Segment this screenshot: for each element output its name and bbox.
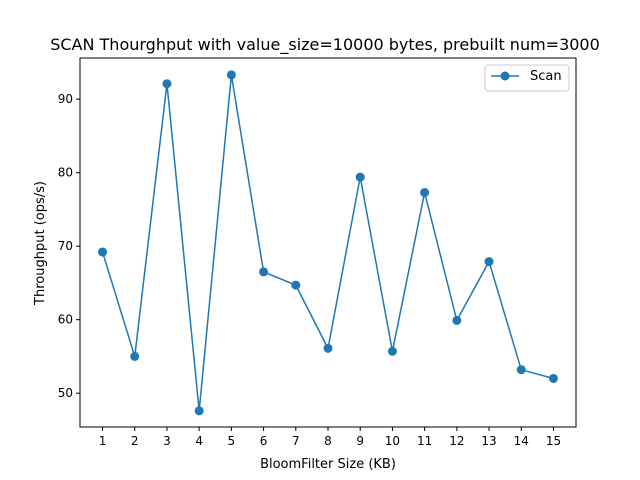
x-tick-label: 14 [514, 434, 529, 448]
data-point [291, 280, 301, 290]
chart-title: SCAN Thourghput with value_size=10000 by… [50, 35, 600, 55]
x-tick-label: 9 [356, 434, 364, 448]
x-tick-label: 4 [195, 434, 203, 448]
x-axis-label: BloomFilter Size (KB) [260, 457, 396, 472]
y-tick-label: 80 [58, 166, 73, 180]
x-tick-label: 6 [260, 434, 268, 448]
x-tick-label: 15 [546, 434, 561, 448]
legend-marker [500, 71, 510, 81]
data-point [194, 406, 204, 416]
series-layer [98, 70, 558, 416]
y-tick-label: 50 [58, 386, 73, 400]
data-point [130, 351, 140, 361]
x-tick-label: 7 [292, 434, 300, 448]
y-tick-label: 90 [58, 92, 73, 106]
x-tick-label: 13 [481, 434, 496, 448]
data-point [323, 343, 333, 353]
x-axis: 1 2 3 4 5 6 7 8 9 10 11 12 13 14 15 [99, 427, 561, 448]
data-point [355, 172, 365, 182]
y-tick-label: 60 [58, 313, 73, 327]
x-tick-label: 3 [163, 434, 171, 448]
y-tick-label: 70 [58, 239, 73, 253]
legend-label: Scan [530, 69, 562, 84]
data-point [516, 365, 526, 375]
data-point [452, 315, 462, 325]
data-point [98, 247, 108, 257]
x-tick-label: 8 [324, 434, 332, 448]
data-point [162, 79, 172, 89]
x-tick-label: 5 [228, 434, 236, 448]
y-axis-label: Throughput (ops/s) [33, 181, 48, 306]
data-point [387, 346, 397, 356]
x-tick-label: 10 [385, 434, 400, 448]
legend-box [484, 64, 570, 92]
x-tick-label: 12 [449, 434, 464, 448]
legend: Scan [484, 64, 570, 92]
y-axis: 50 60 70 80 90 [58, 92, 80, 400]
data-point [226, 70, 236, 80]
x-tick-label: 2 [131, 434, 139, 448]
x-tick-label: 11 [417, 434, 432, 448]
data-point [548, 373, 558, 383]
data-point [259, 267, 269, 277]
x-tick-label: 1 [99, 434, 107, 448]
data-point [484, 257, 494, 267]
data-point [420, 188, 430, 198]
